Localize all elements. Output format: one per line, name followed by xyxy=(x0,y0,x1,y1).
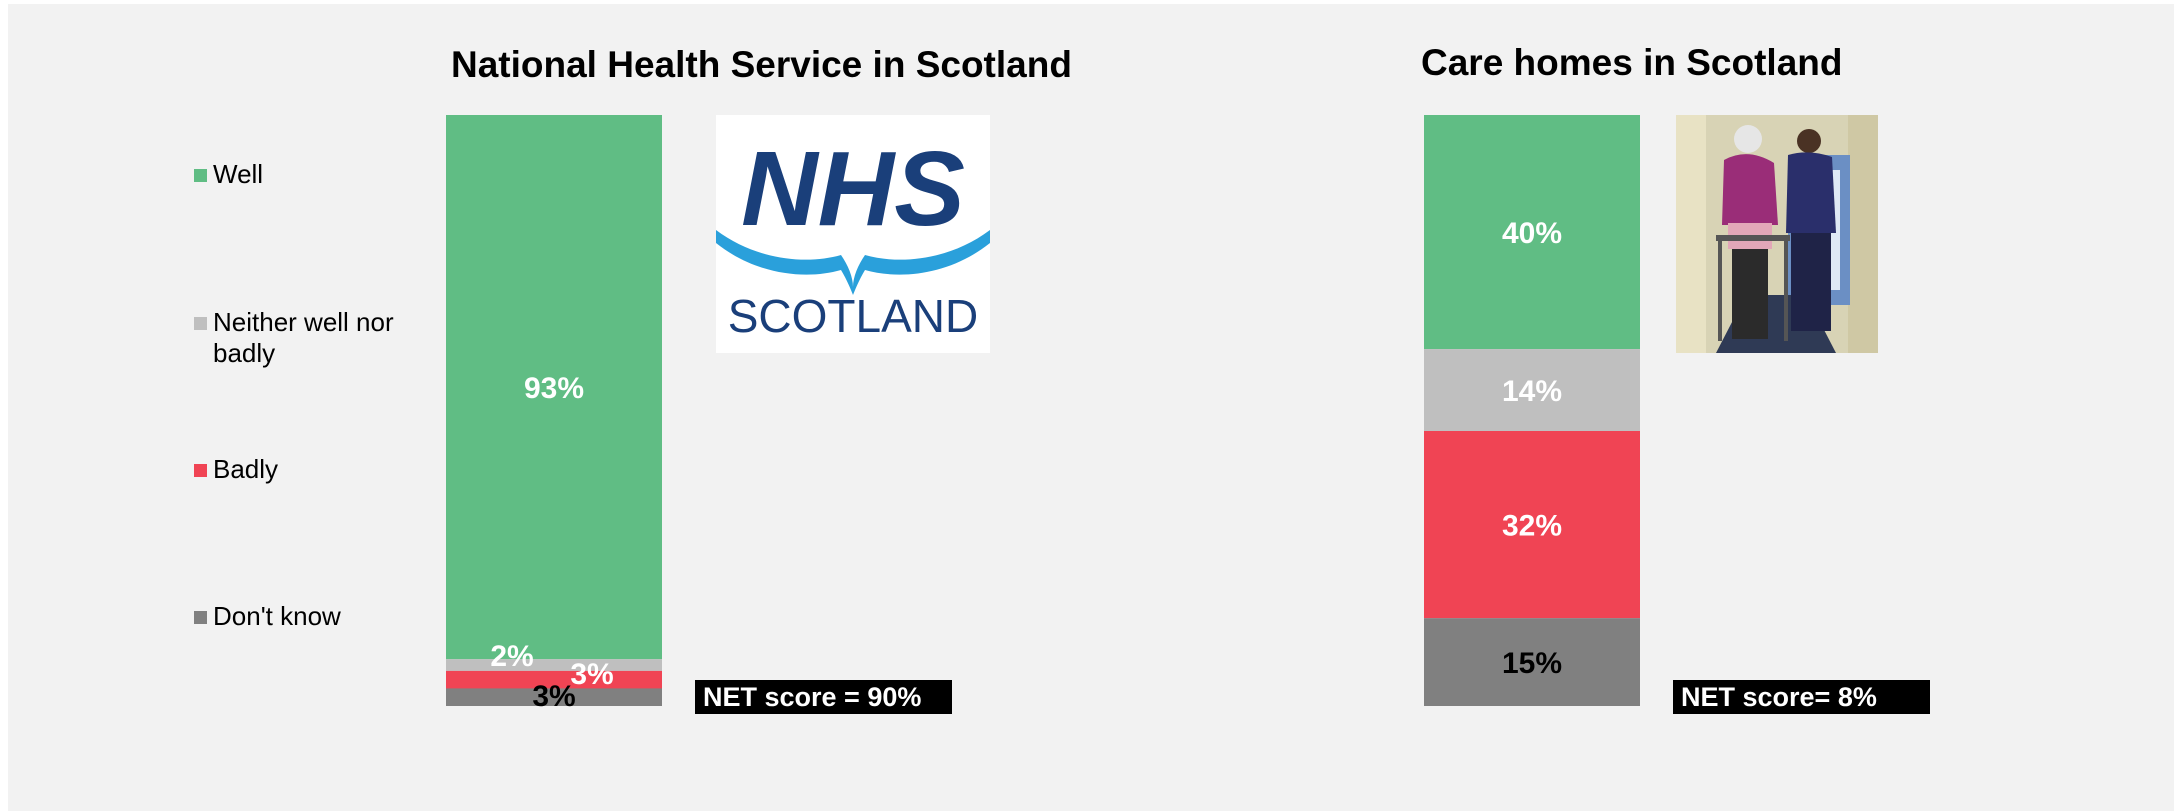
legend-label-neither: Neither well nor badly xyxy=(213,307,394,368)
logo-nhs-text: NHS xyxy=(741,130,965,248)
bar-segment-badly-chart1 xyxy=(446,670,662,689)
chart-title-nhs: National Health Service in Scotland xyxy=(451,44,1072,85)
legend-item-neither: Neither well nor badly xyxy=(194,307,413,369)
data-label-dont-know-chart1: 3% xyxy=(532,680,575,713)
bar-segment-neither-chart2 xyxy=(1424,349,1640,431)
bar-segment-neither-chart1 xyxy=(446,659,662,671)
legend-label-badly: Badly xyxy=(213,454,279,484)
legend-swatch-dont-know xyxy=(194,611,207,624)
data-label-dont-know-chart2: 15% xyxy=(1502,647,1562,680)
legend-item-well: Well xyxy=(194,159,413,190)
nhs-scotland-logo: NHS SCOTLAND xyxy=(716,115,990,353)
data-label-neither-chart2: 14% xyxy=(1502,375,1562,408)
legend-item-dont-know: Don't know xyxy=(194,601,413,632)
legend-label-dont-know: Don't know xyxy=(213,601,341,631)
legend-swatch-badly xyxy=(194,464,207,477)
legend-label-well: Well xyxy=(213,159,264,189)
data-label-well-chart1: 93% xyxy=(524,372,584,405)
legend-item-badly: Badly xyxy=(194,454,413,485)
data-label-badly-chart1: 3% xyxy=(570,658,613,691)
logo-scotland-text: SCOTLAND xyxy=(728,290,978,342)
net-score-care-homes: NET score= 8% xyxy=(1673,680,1930,714)
bar-segment-badly-chart2 xyxy=(1424,431,1640,619)
net-score-nhs: NET score = 90% xyxy=(695,680,952,714)
bar-segment-well-chart2 xyxy=(1424,115,1640,350)
data-label-neither-chart1: 2% xyxy=(490,640,533,673)
bar-segment-dont-know-chart2 xyxy=(1424,618,1640,706)
data-label-well-chart2: 40% xyxy=(1502,217,1562,250)
data-label-badly-chart2: 32% xyxy=(1502,510,1562,543)
logo-wave-icon xyxy=(716,230,990,295)
bar-segment-well-chart1 xyxy=(446,115,662,660)
legend-swatch-well xyxy=(194,169,207,182)
chart-title-care-homes: Care homes in Scotland xyxy=(1421,42,1843,83)
care-home-photo xyxy=(1676,115,1878,353)
legend-swatch-neither xyxy=(194,317,207,330)
bar-segment-dont-know-chart1 xyxy=(446,688,662,706)
